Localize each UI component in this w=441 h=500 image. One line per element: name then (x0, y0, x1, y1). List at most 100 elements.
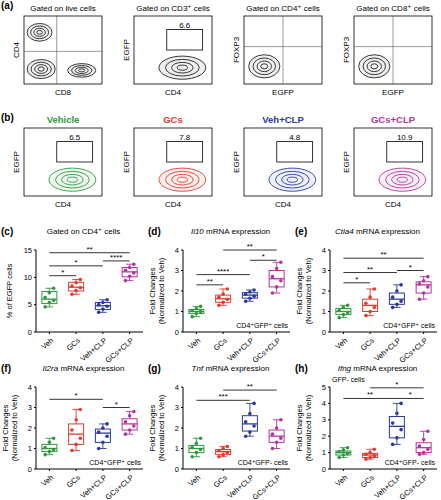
svg-text:3: 3 (28, 403, 32, 412)
svg-text:****: **** (110, 253, 122, 262)
svg-text:EGFP: EGFP (272, 88, 294, 97)
svg-text:GCs+CLP: GCs+CLP (398, 473, 430, 499)
svg-text:CD4: CD4 (385, 200, 402, 209)
svg-text:FOXP3: FOXP3 (232, 36, 241, 63)
svg-text:Fold Changes(Normalized to Veh: Fold Changes(Normalized to Veh) (148, 394, 166, 461)
svg-text:4: 4 (175, 383, 179, 392)
svg-text:*: * (409, 390, 412, 399)
svg-text:Veh: Veh (333, 336, 349, 351)
svg-text:GCs+CLP: GCs+CLP (398, 336, 430, 362)
svg-text:4: 4 (322, 246, 326, 255)
svg-text:1: 1 (322, 448, 326, 457)
svg-text:*: * (75, 391, 78, 400)
svg-text:Fold Changes(Normalized to Veh: Fold Changes(Normalized to Veh) (295, 394, 313, 461)
svg-text:6.6: 6.6 (179, 21, 191, 30)
svg-text:0: 0 (322, 328, 326, 337)
svg-text:GCs: GCs (359, 473, 376, 490)
svg-text:CD4: CD4 (165, 200, 182, 209)
svg-text:Veh: Veh (39, 336, 55, 351)
svg-text:2: 2 (175, 424, 179, 433)
svg-text:10: 10 (24, 273, 32, 282)
svg-text:3: 3 (322, 415, 326, 424)
svg-text:*: * (75, 258, 78, 267)
svg-text:15: 15 (24, 246, 32, 255)
svg-text:10.9: 10.9 (397, 133, 413, 142)
svg-text:Veh: Veh (186, 336, 202, 351)
svg-text:GCs: GCs (163, 114, 183, 125)
svg-text:**: ** (247, 242, 253, 251)
svg-text:CD4: CD4 (55, 200, 72, 209)
svg-text:GCs: GCs (212, 473, 229, 490)
svg-text:EGFP: EGFP (382, 88, 404, 97)
svg-text:Veh: Veh (39, 473, 55, 488)
svg-text:4: 4 (28, 383, 32, 392)
svg-text:GCs+CLP: GCs+CLP (104, 473, 136, 499)
svg-text:EGFP: EGFP (122, 151, 131, 173)
svg-text:Gated on CD3⁺ cells: Gated on CD3⁺ cells (136, 4, 210, 13)
svg-text:3: 3 (322, 266, 326, 275)
svg-text:0: 0 (322, 465, 326, 474)
svg-text:3: 3 (175, 403, 179, 412)
svg-text:0: 0 (175, 328, 179, 337)
svg-text:3: 3 (175, 266, 179, 275)
svg-text:2: 2 (28, 424, 32, 433)
svg-text:Gated on CD4⁺ cells: Gated on CD4⁺ cells (246, 4, 320, 13)
svg-text:Fold Changes(Normalized to Veh: Fold Changes(Normalized to Veh) (148, 257, 166, 324)
svg-text:**: ** (247, 382, 253, 391)
svg-text:GCs+CLP: GCs+CLP (251, 473, 283, 499)
svg-text:CD4: CD4 (275, 200, 292, 209)
svg-text:2: 2 (322, 432, 326, 441)
svg-text:GCs: GCs (212, 336, 229, 353)
svg-text:Veh: Veh (186, 473, 202, 488)
svg-text:6.5: 6.5 (69, 133, 81, 142)
svg-text:1: 1 (322, 307, 326, 316)
svg-text:**: ** (86, 245, 92, 254)
svg-text:GCs: GCs (65, 473, 82, 490)
svg-text:GCs: GCs (359, 336, 376, 353)
svg-text:Vehicle: Vehicle (47, 114, 80, 125)
svg-text:***: *** (218, 392, 227, 401)
svg-text:*: * (61, 268, 64, 277)
svg-text:0: 0 (175, 465, 179, 474)
svg-text:5: 5 (28, 300, 32, 309)
svg-text:4: 4 (322, 399, 326, 408)
svg-text:4: 4 (175, 246, 179, 255)
svg-text:EGFP: EGFP (122, 39, 131, 61)
svg-text:Gated on CD8⁺ cells: Gated on CD8⁺ cells (356, 4, 430, 13)
svg-text:0: 0 (28, 328, 32, 337)
svg-text:Fold Changes(Normalized to Veh: Fold Changes(Normalized to Veh) (8, 394, 19, 461)
svg-text:GCs+CLP: GCs+CLP (371, 114, 416, 125)
svg-text:Veh: Veh (333, 473, 349, 488)
svg-text:****: **** (217, 267, 229, 276)
svg-text:**: ** (367, 265, 373, 274)
svg-text:1: 1 (175, 444, 179, 453)
svg-text:**: ** (367, 390, 373, 399)
svg-text:EGFP: EGFP (342, 151, 351, 173)
svg-text:% of EGFP cells: % of EGFP cells (8, 264, 14, 319)
svg-text:CD4: CD4 (165, 88, 182, 97)
svg-text:GCs: GCs (65, 336, 82, 353)
svg-text:Gated on live cells: Gated on live cells (30, 4, 95, 13)
svg-text:*: * (395, 380, 398, 389)
svg-text:GCs+CLP: GCs+CLP (104, 336, 136, 362)
svg-text:7.8: 7.8 (179, 133, 191, 142)
svg-text:*: * (409, 263, 412, 272)
svg-text:Fold Changes(Normalized to Veh: Fold Changes(Normalized to Veh) (295, 257, 313, 324)
svg-text:FOXP3: FOXP3 (342, 36, 351, 63)
svg-text:*: * (355, 275, 358, 284)
svg-text:1: 1 (28, 444, 32, 453)
svg-text:EGFP: EGFP (232, 151, 241, 173)
svg-text:0: 0 (28, 465, 32, 474)
svg-text:CD4: CD4 (12, 41, 21, 58)
svg-text:GCs+CLP: GCs+CLP (251, 336, 283, 362)
svg-text:EGFP: EGFP (12, 151, 21, 173)
svg-text:**: ** (207, 277, 213, 286)
svg-text:4.8: 4.8 (289, 133, 301, 142)
svg-text:Veh+CLP: Veh+CLP (262, 114, 304, 125)
svg-text:*: * (262, 252, 265, 261)
svg-text:1: 1 (175, 307, 179, 316)
svg-text:*: * (115, 400, 118, 409)
svg-text:2: 2 (322, 287, 326, 296)
svg-text:**: ** (380, 250, 386, 259)
svg-text:CD8: CD8 (55, 88, 72, 97)
